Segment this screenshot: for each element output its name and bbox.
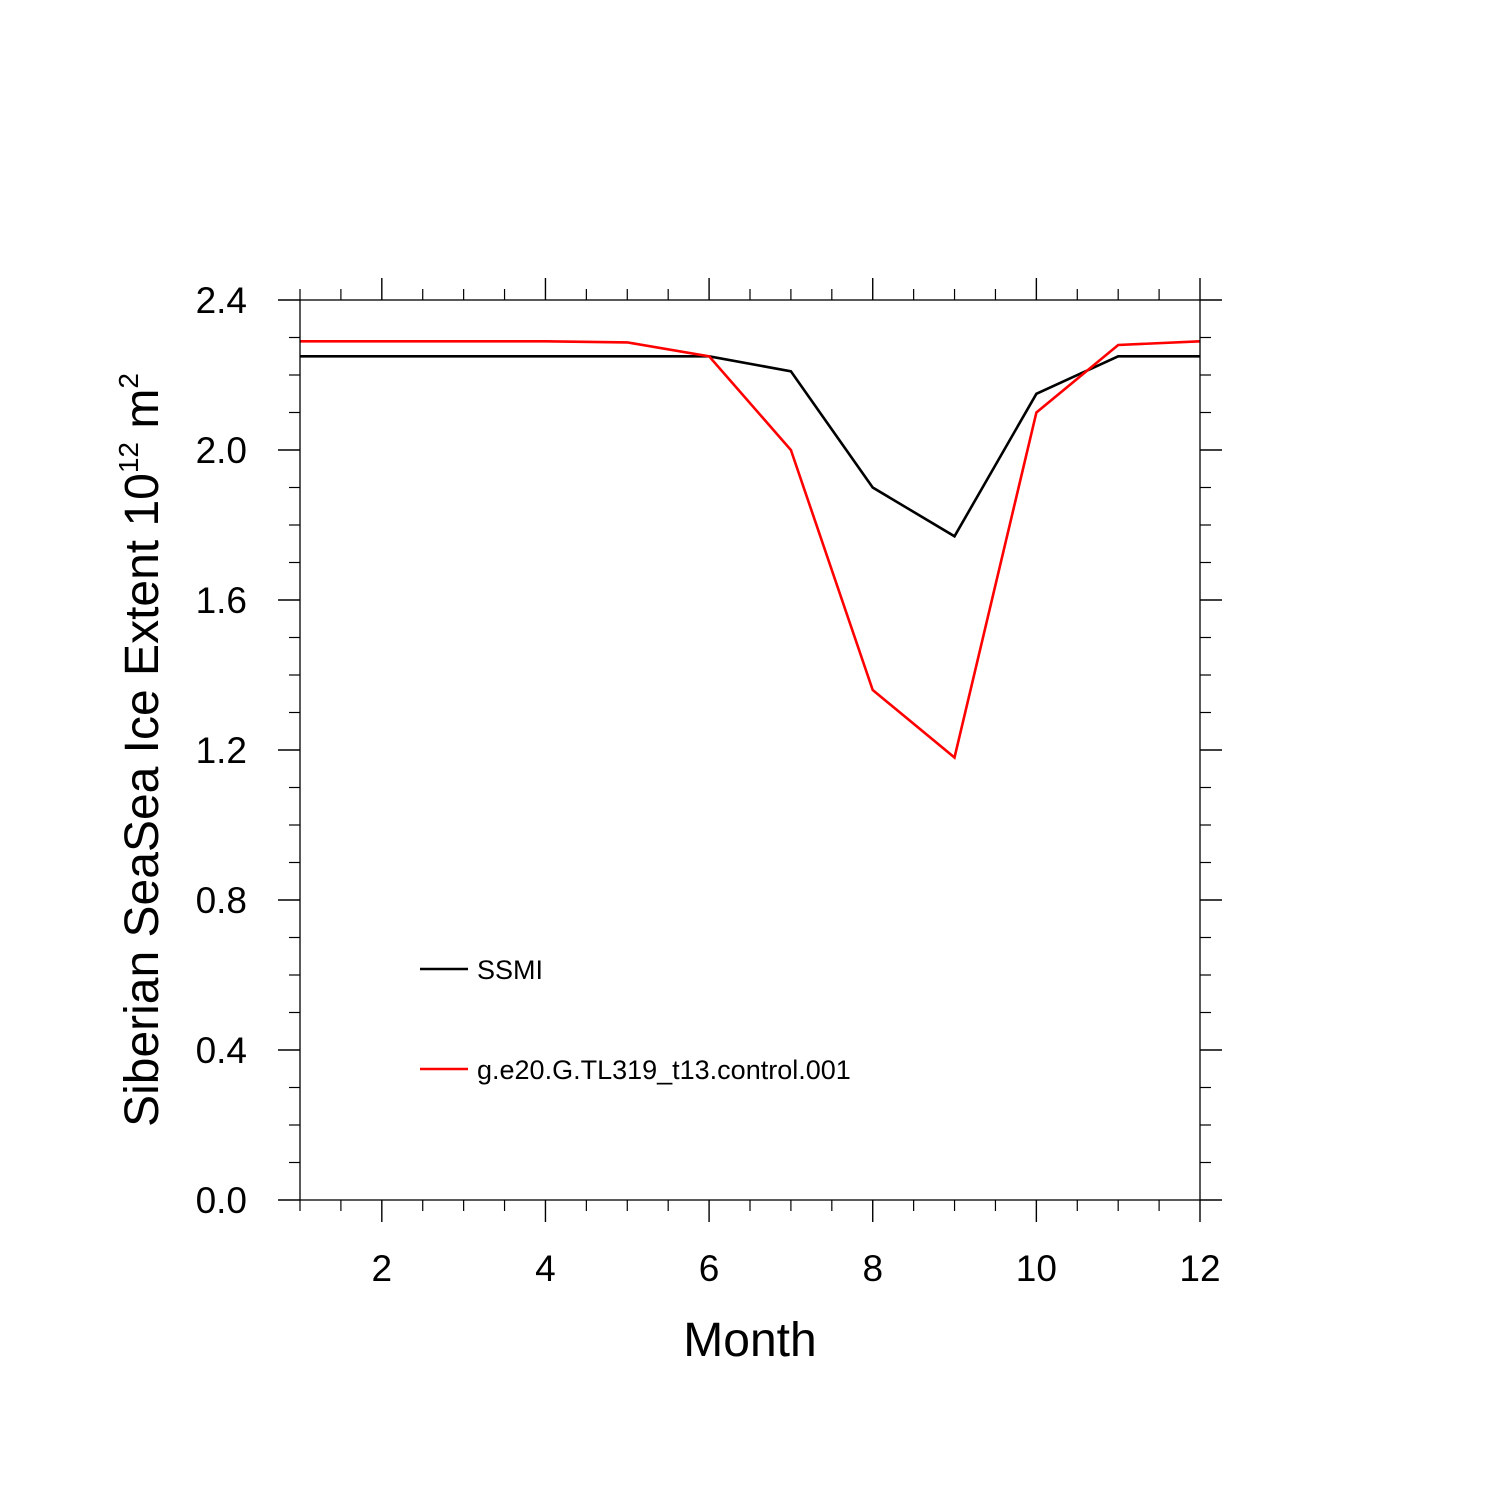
x-tick-label: 4 [535,1248,556,1289]
x-tick-label: 2 [372,1248,393,1289]
x-tick-label: 6 [699,1248,720,1289]
y-tick-label: 1.2 [196,730,247,771]
x-tick-label: 12 [1179,1248,1220,1289]
series-lines [300,339,1201,760]
y-axis-title: Siberian SeaSea Ice Extent 1012 m2 [113,373,169,1127]
y-tick-label: 0.4 [196,1030,247,1071]
y-tick-label: 0.8 [196,880,247,921]
series-line-0 [300,354,1200,539]
series-line-1 [300,339,1201,760]
plot-frame [299,299,1201,1201]
y-tick-label: 2.4 [196,280,247,321]
y-axis-title-exponent: 12 [113,442,144,473]
axis-ticks [278,278,1222,1222]
y-axis-title-unit-exponent: 2 [113,373,144,389]
y-tick-label: 0.0 [196,1180,247,1221]
x-tick-label: 10 [1016,1248,1057,1289]
x-tick-label: 8 [862,1248,883,1289]
legend-label-ssmi: SSMI [477,955,543,985]
y-axis-title-unit: m [116,389,169,442]
y-tick-label: 1.6 [196,580,247,621]
tick-labels: 2 4 6 8 10 12 0.0 0.4 0.8 1.2 1.6 2.0 2.4 [196,280,1221,1289]
y-axis-title-prefix: Siberian SeaSea Ice Extent 10 [116,473,169,1127]
legend: SSMI g.e20.G.TL319_t13.control.001 [420,955,851,1085]
y-tick-label: 2.0 [196,430,247,471]
legend-label-control: g.e20.G.TL319_t13.control.001 [477,1055,851,1085]
x-axis-title: Month [683,1314,816,1367]
